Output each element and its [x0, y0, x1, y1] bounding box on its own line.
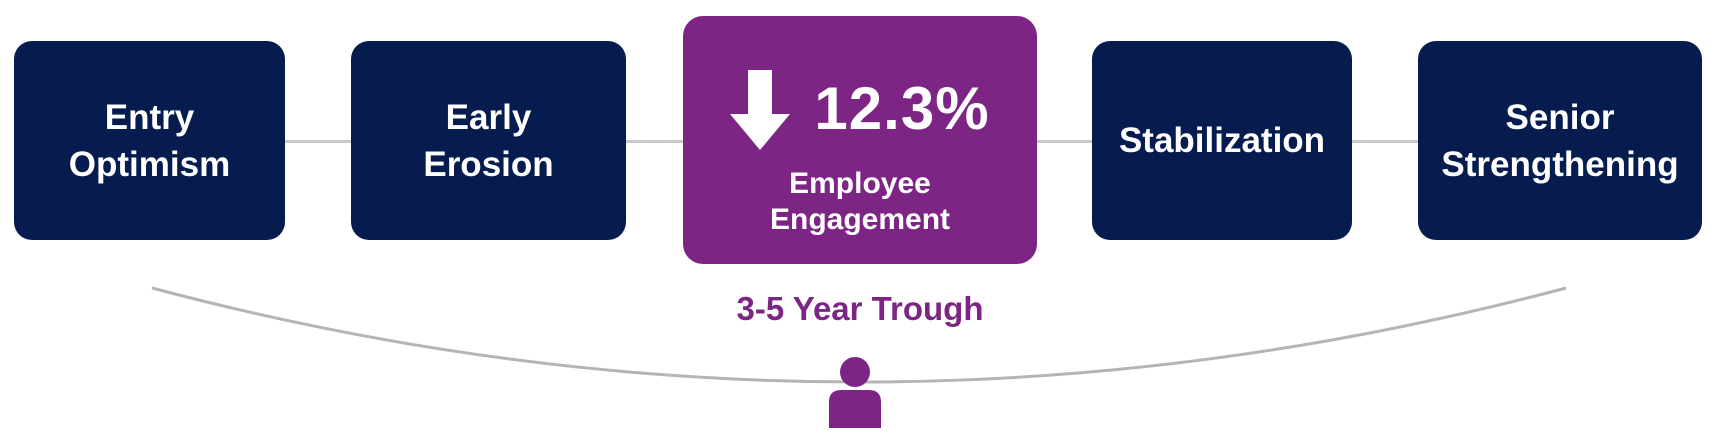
connector-line — [1034, 140, 1094, 143]
stage-label-line2: Optimism — [68, 144, 231, 184]
person-icon — [829, 357, 881, 428]
stage-box-entry-optimism: Entry Optimism — [14, 41, 285, 240]
metric-row: 12.3% — [683, 60, 1037, 156]
stage-box-stabilization: Stabilization — [1092, 41, 1352, 240]
stage-box-senior-strengthening: Senior Strengthening — [1418, 41, 1702, 240]
connector-line — [1350, 140, 1420, 143]
stage-label-line1: Early — [445, 97, 532, 137]
metric-label-line2: Engagement — [769, 203, 951, 236]
metric-value: 12.3% — [814, 74, 990, 142]
stage-label-line1: Stabilization — [1118, 121, 1326, 160]
stage-label-line2: Strengthening — [1441, 144, 1679, 184]
stage-box-early-erosion: Early Erosion — [351, 41, 626, 240]
trough-label: 3-5 Year Trough — [736, 290, 984, 327]
stage-label-line1: Entry — [104, 97, 195, 137]
connector-line — [624, 140, 686, 143]
metric-label-line1: Employee — [789, 167, 931, 200]
connector-line — [284, 140, 352, 143]
highlight-box-employee-engagement: 12.3% Employee Engagement — [683, 16, 1037, 264]
stage-label-line2: Erosion — [423, 144, 554, 184]
metric-label: Employee Engagement — [683, 166, 1037, 238]
stage-label-line1: Senior — [1505, 97, 1615, 137]
arrow-down-icon — [730, 70, 791, 150]
